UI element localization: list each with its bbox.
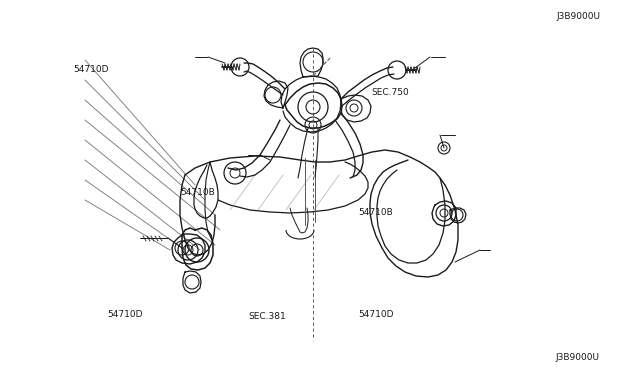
Text: 54710D: 54710D <box>74 65 109 74</box>
Text: 54710B: 54710B <box>358 208 393 217</box>
Text: 54710D: 54710D <box>358 310 394 319</box>
Text: J3B9000U: J3B9000U <box>555 353 599 362</box>
Text: 54710D: 54710D <box>108 310 143 319</box>
Text: J3B9000U: J3B9000U <box>557 12 601 21</box>
Text: 54710B: 54710B <box>180 188 215 197</box>
Text: SEC.381: SEC.381 <box>248 312 286 321</box>
Text: SEC.750: SEC.750 <box>371 88 409 97</box>
